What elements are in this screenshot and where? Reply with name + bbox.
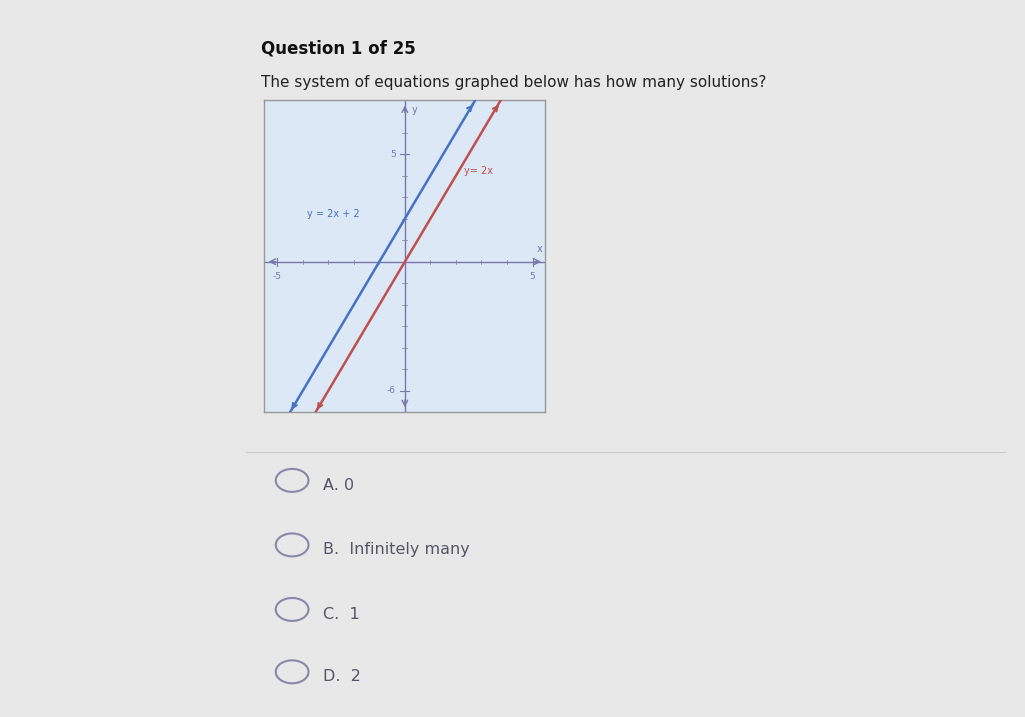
Text: C.  1: C. 1 — [323, 607, 360, 622]
Text: 5: 5 — [391, 150, 396, 158]
Text: y: y — [411, 105, 417, 115]
Text: Question 1 of 25: Question 1 of 25 — [261, 39, 416, 57]
Text: -5: -5 — [273, 272, 282, 282]
Text: 5: 5 — [530, 272, 535, 282]
Text: y= 2x: y= 2x — [463, 166, 493, 176]
Text: A. 0: A. 0 — [323, 478, 354, 493]
Text: -6: -6 — [387, 386, 396, 395]
Text: x: x — [537, 244, 543, 255]
Text: y = 2x + 2: y = 2x + 2 — [308, 209, 360, 219]
Text: D.  2: D. 2 — [323, 670, 361, 684]
Text: The system of equations graphed below has how many solutions?: The system of equations graphed below ha… — [261, 75, 767, 90]
Text: B.  Infinitely many: B. Infinitely many — [323, 543, 469, 557]
